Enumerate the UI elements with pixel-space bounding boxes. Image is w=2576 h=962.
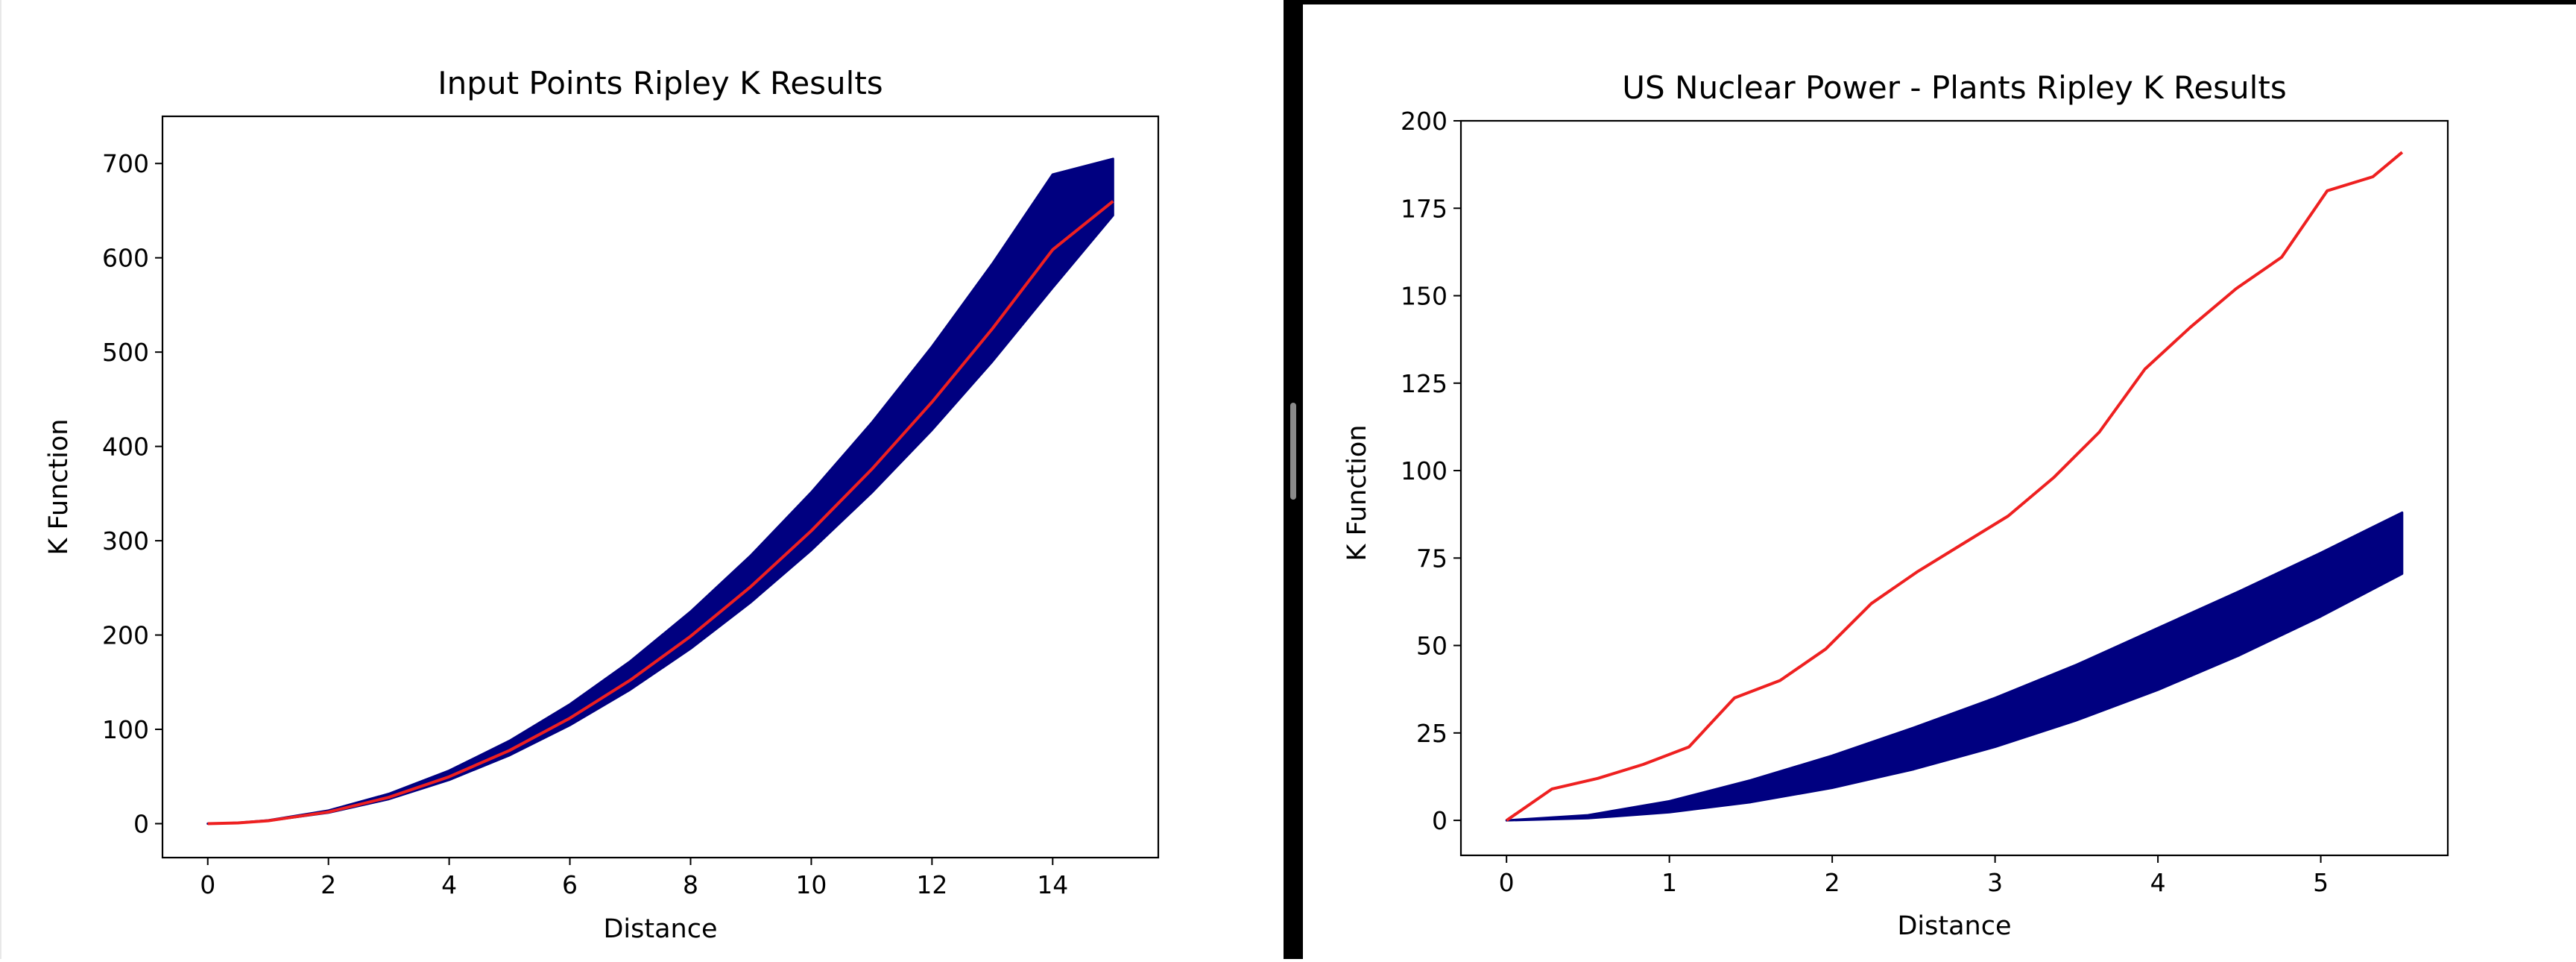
y-tick-label: 400 — [102, 433, 149, 462]
y-tick-label: 500 — [102, 338, 149, 367]
x-tick-label: 3 — [1987, 868, 2003, 897]
x-tick-label: 1 — [1661, 868, 1677, 897]
x-tick-label: 8 — [683, 870, 698, 899]
x-tick-label: 6 — [562, 870, 578, 899]
y-tick-label: 25 — [1416, 719, 1448, 748]
x-tick-label: 10 — [795, 870, 827, 899]
y-tick-label: 150 — [1401, 282, 1448, 311]
x-tick-label: 2 — [321, 870, 336, 899]
simulation-envelope — [1505, 511, 2404, 822]
y-tick-label: 0 — [1432, 806, 1448, 835]
observed-k-line — [207, 200, 1114, 826]
splitter-handle[interactable] — [1290, 403, 1296, 500]
y-tick-label: 75 — [1416, 544, 1448, 573]
right-chart-panel: 0 1 2 3 4 5 0 25 50 75 100 125 150 175 200 US Nuclear … — [1303, 4, 2576, 959]
x-tick-label: 14 — [1037, 870, 1068, 899]
y-tick-label: 100 — [102, 715, 149, 744]
x-tick-label: 2 — [1825, 868, 1840, 897]
plot-area-frame — [1459, 119, 2449, 857]
chart-title: Input Points Ripley K Results — [438, 65, 883, 101]
y-axis-label: K Function — [1342, 425, 1372, 562]
left-chart-panel: 0 2 4 6 8 10 12 14 0 100 200 300 400 500 600 700 Input … — [0, 0, 1285, 959]
plot-area-frame — [161, 115, 1160, 859]
y-tick-label: 600 — [102, 244, 149, 273]
x-tick-label: 4 — [2150, 868, 2166, 897]
panel-top-edge — [1303, 0, 2576, 4]
y-tick-label: 125 — [1401, 369, 1448, 398]
x-tick-label: 0 — [200, 870, 215, 899]
observed-k-line — [1506, 151, 2404, 822]
y-tick-label: 700 — [102, 149, 149, 178]
y-tick-label: 200 — [1401, 107, 1448, 136]
y-axis-label: K Function — [44, 419, 74, 556]
x-tick-label: 4 — [441, 870, 457, 899]
ripley-k-input-points-chart: 0 2 4 6 8 10 12 14 0 100 200 300 400 500 600 700 Input … — [44, 65, 1160, 944]
y-tick-label: 175 — [1401, 194, 1448, 223]
y-tick-label: 0 — [133, 809, 149, 838]
y-tick-label: 50 — [1416, 632, 1448, 661]
y-tick-label: 100 — [1401, 456, 1448, 485]
x-axis-label: Distance — [1897, 911, 2011, 941]
simulation-envelope — [206, 157, 1114, 825]
x-axis-label: Distance — [603, 914, 717, 944]
x-tick-label: 5 — [2313, 868, 2329, 897]
y-tick-label: 300 — [102, 526, 149, 556]
chart-title: US Nuclear Power - Plants Ripley K Resul… — [1622, 69, 2286, 106]
y-tick-label: 200 — [102, 621, 149, 650]
x-tick-label: 0 — [1499, 868, 1515, 897]
x-tick-label: 12 — [916, 870, 947, 899]
